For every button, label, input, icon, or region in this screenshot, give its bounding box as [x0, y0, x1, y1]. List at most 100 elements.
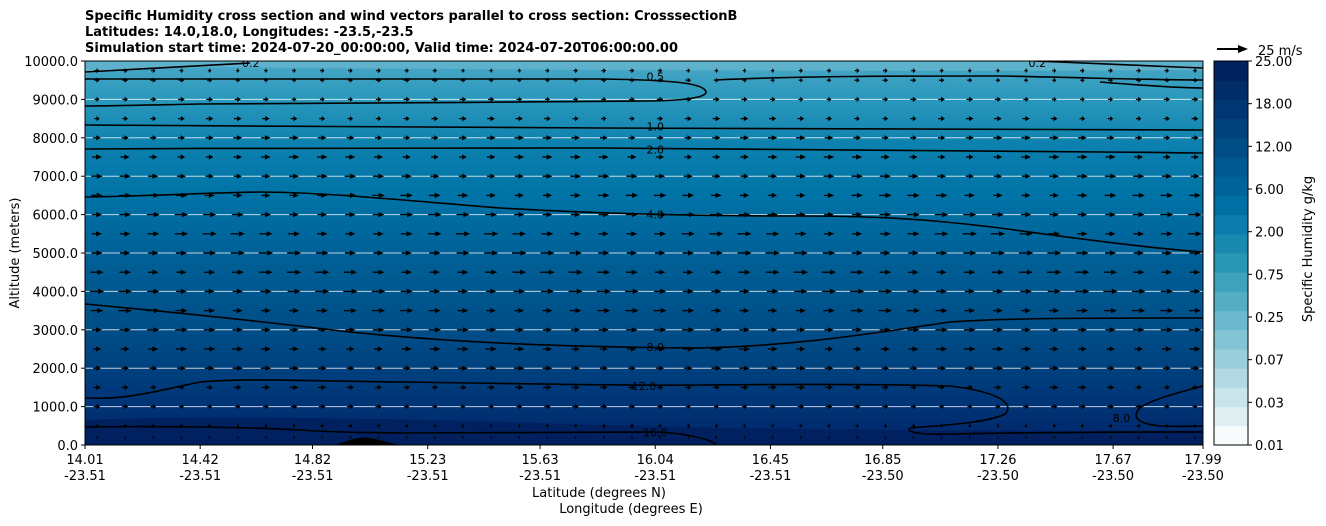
wind-vector — [372, 192, 385, 198]
wind-vector — [347, 96, 353, 102]
wind-vector — [909, 365, 918, 371]
wind-vector — [568, 269, 583, 275]
wind-vector — [1108, 423, 1113, 429]
y-axis: 0.0 1000.0 2000.0 3000.0 4000.0 5000.0 6000.0 7… — [24, 55, 85, 454]
y-tick-label: 1000.0 — [33, 401, 79, 416]
wind-vector — [934, 231, 949, 237]
wind-vector — [907, 288, 920, 294]
wind-vector — [401, 346, 412, 352]
wind-vector — [995, 404, 1001, 410]
wind-vector — [175, 327, 188, 333]
wind-vector — [1023, 96, 1029, 102]
wind-vector — [879, 212, 892, 218]
wind-vector — [910, 384, 917, 390]
wind-vector — [1192, 77, 1198, 83]
y-tick-label: 4000.0 — [33, 285, 79, 300]
contour-label: 12.0 — [632, 380, 657, 393]
wind-vector — [261, 308, 271, 314]
wind-vectors — [89, 68, 1202, 440]
wind-vector — [769, 404, 776, 410]
wind-vector — [400, 288, 413, 294]
wind-vector — [738, 346, 751, 352]
contour-line — [85, 303, 1203, 349]
wind-vector — [908, 269, 919, 275]
wind-vector — [457, 346, 469, 352]
wind-vector — [626, 231, 638, 237]
wind-vector — [204, 192, 215, 198]
wind-vector — [175, 346, 187, 352]
wind-vector — [514, 192, 524, 198]
wind-vector — [542, 365, 553, 371]
wind-vector — [1163, 135, 1171, 141]
wind-vector — [657, 404, 663, 410]
wind-vector — [653, 192, 667, 198]
wind-vector — [934, 212, 949, 218]
wind-vector — [207, 68, 212, 74]
wind-vector — [793, 250, 808, 256]
wind-vector — [376, 68, 381, 74]
wind-vector — [1080, 68, 1085, 74]
wind-vector — [1135, 116, 1142, 122]
wind-vector — [993, 135, 1003, 141]
wind-vector — [710, 269, 722, 275]
wind-vector — [767, 365, 778, 371]
wind-vector — [908, 250, 919, 256]
wind-vector — [205, 154, 214, 160]
wind-vector — [259, 231, 273, 237]
wind-vector — [317, 365, 327, 371]
wind-vector — [320, 423, 324, 429]
wind-vector — [230, 231, 245, 237]
wind-vector — [994, 116, 1002, 122]
wind-vector — [737, 250, 752, 256]
wind-vector — [599, 365, 608, 371]
wind-vector — [262, 116, 270, 122]
wind-vector — [403, 384, 410, 390]
wind-vector — [626, 250, 637, 256]
wind-vector — [1108, 68, 1113, 74]
wind-vector — [794, 231, 807, 237]
wind-vector — [795, 154, 807, 160]
wind-vector — [1106, 384, 1115, 390]
wind-vector — [150, 116, 157, 122]
wind-vector — [460, 77, 466, 83]
wind-vector — [236, 423, 240, 429]
wind-vector — [459, 384, 467, 390]
wind-vector — [432, 68, 437, 74]
wind-vector — [542, 308, 553, 314]
wind-vector — [377, 434, 380, 440]
wind-vector — [343, 269, 357, 275]
wind-vector — [826, 116, 832, 122]
wind-vector — [713, 77, 719, 83]
y-tick-label: 3000.0 — [33, 324, 79, 339]
wind-vector — [1163, 96, 1170, 102]
wind-vector — [795, 173, 806, 179]
wind-vector — [1160, 288, 1173, 294]
wind-vector — [653, 212, 667, 218]
wind-vector — [207, 404, 212, 410]
wind-vector — [121, 135, 129, 141]
wind-vector — [233, 154, 242, 160]
colorbar-segment — [1214, 157, 1248, 177]
wind-vector — [966, 96, 974, 102]
wind-vector — [822, 250, 836, 256]
wind-vector — [545, 96, 550, 102]
wind-vector — [853, 135, 861, 141]
wind-vector — [1161, 346, 1172, 352]
wind-vector — [654, 269, 666, 275]
wind-vector — [626, 327, 638, 333]
wind-vector — [765, 269, 780, 275]
wind-vector — [1161, 250, 1173, 256]
wind-vector — [598, 231, 609, 237]
wind-vector — [709, 250, 723, 256]
wind-vector — [486, 135, 496, 141]
wind-vector — [798, 77, 803, 83]
wind-vector — [91, 250, 103, 256]
wind-vector — [990, 231, 1006, 237]
wind-vector — [856, 434, 858, 440]
wind-vector — [176, 269, 187, 275]
wind-vector — [148, 269, 159, 275]
wind-vector — [317, 135, 327, 141]
wind-vector — [653, 288, 667, 294]
wind-vector — [938, 116, 946, 122]
wind-vector — [91, 212, 103, 218]
